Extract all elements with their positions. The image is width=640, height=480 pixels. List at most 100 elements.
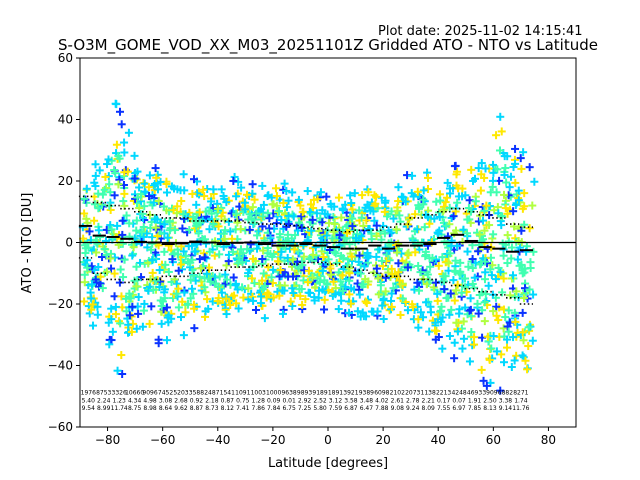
- scatter-point: [394, 197, 403, 206]
- scatter-point: [305, 208, 314, 217]
- scatter-point: [381, 273, 390, 282]
- scatter-point: [129, 243, 138, 252]
- scatter-point: [474, 164, 483, 173]
- bin-annotation: 2.21: [422, 397, 436, 404]
- scatter-point: [205, 206, 214, 215]
- scatter-point: [499, 324, 508, 333]
- y-tick-label: 20: [58, 174, 73, 188]
- scatter-point: [362, 298, 371, 307]
- scatter-point: [156, 177, 165, 186]
- scatter-point: [127, 327, 136, 336]
- scatter-point: [91, 171, 100, 180]
- scatter-point: [350, 189, 359, 198]
- bin-annotation: 2.24: [97, 397, 111, 404]
- scatter-point: [213, 204, 222, 213]
- scatter-point: [249, 296, 258, 305]
- scatter-point: [466, 294, 475, 303]
- scatter-point: [95, 166, 104, 175]
- scatter-point: [432, 197, 441, 206]
- scatter-point: [320, 295, 329, 304]
- scatter-point: [409, 303, 418, 312]
- scatter-point: [113, 366, 122, 375]
- scatter-point: [133, 167, 142, 176]
- scatter-point: [463, 215, 472, 224]
- bin-annotation: 3921: [343, 390, 358, 397]
- scatter-point: [512, 287, 521, 296]
- scatter-point: [348, 222, 357, 231]
- scatter-point: [332, 258, 341, 267]
- scatter-point: [470, 333, 479, 342]
- scatter-point: [357, 232, 366, 241]
- scatter-point: [205, 225, 214, 234]
- scatter-point: [110, 292, 119, 301]
- scatter-point: [148, 268, 157, 277]
- scatter-point: [480, 298, 489, 307]
- scatter-point: [125, 311, 134, 320]
- scatter-point: [414, 204, 423, 213]
- scatter-point: [442, 193, 451, 202]
- scatter-point: [201, 307, 210, 316]
- bin-annotation: 1138: [421, 390, 436, 397]
- scatter-point: [284, 211, 293, 220]
- plot-date: Plot date: 2025-11-02 14:15:41: [378, 24, 583, 39]
- scatter-point: [140, 187, 149, 196]
- scatter-point: [450, 338, 459, 347]
- scatter-point: [174, 303, 183, 312]
- scatter-point: [80, 270, 89, 279]
- scatter-point: [453, 198, 462, 207]
- scatter-point: [179, 170, 188, 179]
- scatter-point: [461, 303, 470, 312]
- scatter-point: [101, 236, 110, 245]
- scatter-point: [184, 242, 193, 251]
- scatter-point: [200, 274, 209, 283]
- scatter-point: [449, 212, 458, 221]
- bin-annotation: 0.07: [452, 397, 466, 404]
- scatter-point: [229, 176, 238, 185]
- scatter-point: [172, 279, 181, 288]
- scatter-point: [186, 294, 195, 303]
- bin-annotation: 4.02: [375, 397, 389, 404]
- scatter-point: [519, 336, 528, 345]
- scatter-point: [96, 233, 105, 242]
- scatter-point: [265, 214, 274, 223]
- scatter-point: [250, 195, 259, 204]
- scatter-point: [288, 188, 297, 197]
- scatter-point: [343, 228, 352, 237]
- scatter-point: [359, 221, 368, 230]
- scatter-point: [120, 189, 129, 198]
- scatter-point: [426, 262, 435, 271]
- scatter-point: [453, 280, 462, 289]
- scatter-point: [259, 269, 268, 278]
- scatter-point: [272, 192, 281, 201]
- scatter-point: [205, 247, 214, 256]
- scatter-point: [511, 200, 520, 209]
- scatter-point: [376, 227, 385, 236]
- scatter-point: [356, 269, 365, 278]
- scatter-point: [499, 190, 508, 199]
- scatter-point: [513, 255, 522, 264]
- scatter-point: [241, 205, 250, 214]
- scatter-point: [263, 209, 272, 218]
- scatter-point: [295, 285, 304, 294]
- scatter-point: [310, 293, 319, 302]
- scatter-point: [260, 314, 269, 323]
- y-tick-label: −20: [48, 297, 73, 311]
- scatter-point: [90, 216, 99, 225]
- scatter-point: [206, 277, 215, 286]
- scatter-point: [232, 299, 241, 308]
- bin-annotation: 8753: [96, 390, 111, 397]
- scatter-point: [80, 209, 89, 218]
- y-tick-label: −60: [48, 420, 73, 434]
- scatter-point: [200, 253, 209, 262]
- scatter-point: [514, 196, 523, 205]
- scatter-point: [188, 284, 197, 293]
- x-axis-label: Latitude [degrees]: [268, 456, 388, 471]
- scatter-point: [330, 219, 339, 228]
- scatter-point: [509, 163, 518, 172]
- scatter-point: [338, 204, 347, 213]
- scatter-point: [504, 327, 513, 336]
- scatter-point: [117, 351, 126, 360]
- scatter-point: [194, 229, 203, 238]
- scatter-point: [480, 317, 489, 326]
